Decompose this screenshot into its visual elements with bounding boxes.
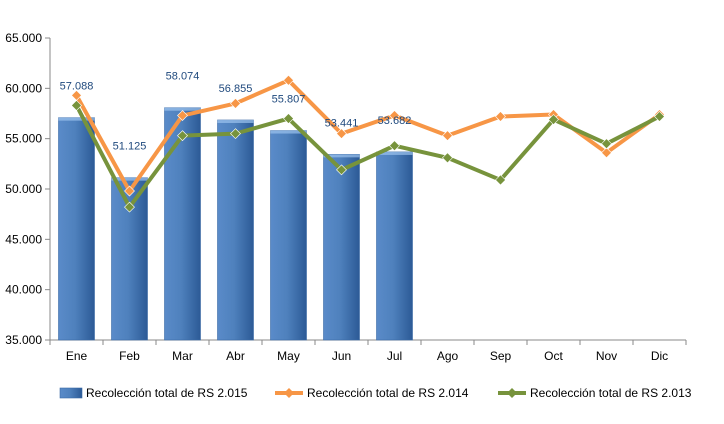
line-series [71, 74, 665, 213]
x-tick-label: Jun [332, 349, 351, 363]
point-marker [230, 98, 241, 109]
legend-swatch-bar [59, 387, 83, 399]
x-tick-label: Mar [172, 349, 193, 363]
point-marker [177, 110, 188, 121]
point-marker [336, 164, 347, 176]
point-marker [177, 130, 188, 142]
x-tick-label: Jul [387, 349, 402, 363]
bar-highlight [111, 177, 148, 181]
legend-label: Recolección total de RS 2.013 [530, 386, 692, 400]
bar-highlight [323, 154, 360, 158]
x-tick-label: Nov [596, 349, 617, 363]
bar [217, 119, 254, 341]
legend-label: Recolección total de RS 2.015 [86, 386, 248, 400]
point-marker [283, 74, 294, 86]
data-label: 57.088 [60, 81, 94, 93]
legend-marker [284, 388, 294, 398]
point-marker [654, 111, 665, 122]
x-tick-label: Abr [226, 349, 245, 363]
bar-series-2015 [58, 107, 413, 341]
y-tick-label: 50.000 [5, 182, 42, 196]
x-tick-label: Ago [437, 349, 459, 363]
bar-highlight [58, 117, 95, 121]
point-marker [71, 100, 82, 111]
point-marker [124, 185, 135, 197]
data-label: 56.855 [219, 83, 253, 95]
bar [270, 130, 307, 341]
legend-label: Recolección total de RS 2.014 [307, 386, 469, 400]
bar-highlight [376, 151, 413, 155]
x-tick-label: Sep [490, 349, 512, 363]
point-marker [124, 201, 135, 213]
y-tick-label: 35.000 [5, 333, 42, 347]
point-marker [336, 128, 347, 140]
point-marker [283, 113, 294, 124]
bar [376, 151, 413, 341]
point-marker [389, 110, 400, 121]
x-tick-label: Dic [651, 349, 668, 363]
series-line-2013 [74, 104, 661, 210]
y-tick-label: 40.000 [5, 283, 42, 297]
y-tick-label: 45.000 [5, 232, 42, 246]
x-tick-label: May [277, 349, 300, 363]
point-marker [548, 114, 559, 125]
point-marker [230, 128, 241, 140]
point-marker [495, 174, 506, 186]
point-marker [601, 147, 612, 159]
data-label: 53.682 [378, 115, 412, 127]
point-marker [389, 140, 400, 152]
x-tick-label: Ene [66, 349, 88, 363]
bar-highlight [270, 130, 307, 134]
series-line-2014 [74, 78, 661, 194]
y-tick-label: 60.000 [5, 81, 42, 95]
data-label: 53.441 [325, 117, 359, 129]
legend: Recolección total de RS 2.015 Recolección… [59, 386, 692, 400]
data-labels: 57.088 51.125 58.074 56.855 55.807 53.441 53.6… [60, 71, 412, 153]
x-tick-label: Oct [544, 349, 563, 363]
x-tick-label: Feb [119, 349, 140, 363]
point-marker [442, 152, 453, 164]
y-tick-label: 65.000 [5, 31, 42, 45]
point-marker [442, 130, 453, 142]
point-marker [601, 138, 612, 150]
bar [164, 107, 201, 341]
axes: 35.000 40.000 45.000 50.000 55.000 60.000 65.0… [5, 31, 687, 363]
data-label: 51.125 [113, 141, 147, 153]
bar-highlight [217, 119, 254, 123]
data-label: 58.074 [166, 71, 200, 83]
y-tick-label: 55.000 [5, 132, 42, 146]
legend-marker [507, 388, 517, 398]
bar-highlight [164, 107, 201, 111]
bar [58, 117, 95, 341]
point-marker [495, 111, 506, 122]
bar [323, 154, 360, 341]
data-label: 55.807 [272, 94, 306, 106]
